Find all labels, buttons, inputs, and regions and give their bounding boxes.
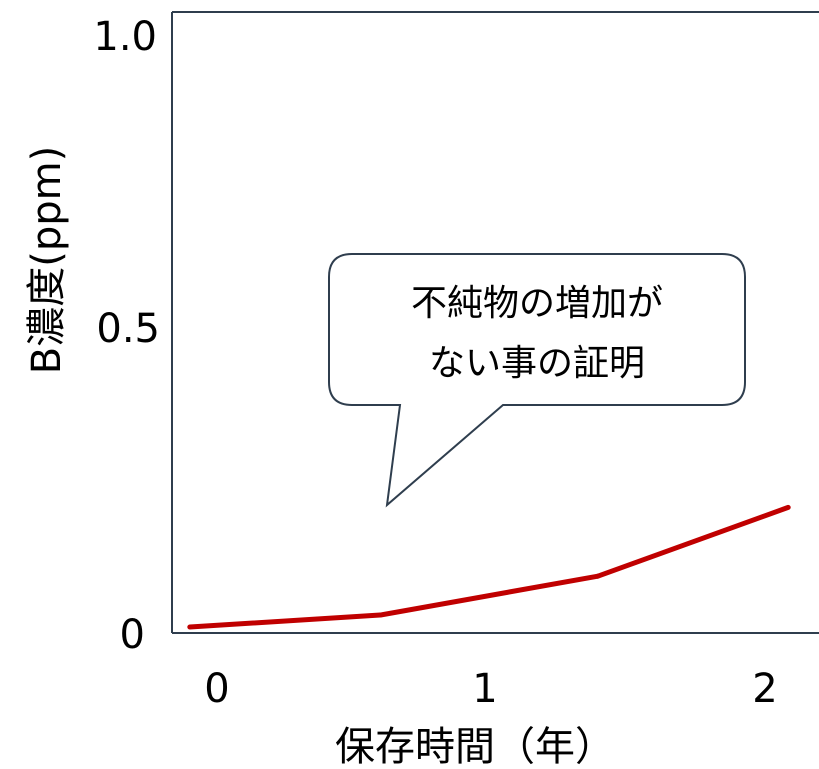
x-tick-labels: 0 1 2 [204, 666, 777, 712]
plot-frame [171, 11, 819, 634]
series-line-segment [595, 504, 791, 579]
series-layer [187, 504, 791, 630]
y-axis-title: B濃度(ppm) [24, 146, 70, 374]
x-tick-label: 2 [752, 666, 777, 712]
callout: 不純物の増加が ない事の証明 [328, 253, 746, 508]
x-tick-label: 1 [472, 666, 497, 712]
y-tick-label: 0.5 [96, 306, 160, 352]
series-line-segment [377, 573, 601, 618]
y-tick-label: 0 [120, 612, 145, 658]
callout-line-2: ない事の証明 [429, 343, 645, 384]
callout-line-1: 不純物の増加が [411, 283, 663, 324]
y-tick-labels: 0 0.5 1.0 [93, 14, 160, 658]
x-tick-label: 0 [204, 666, 229, 712]
series-line-segment [187, 612, 383, 630]
y-tick-label: 1.0 [93, 14, 157, 60]
callout-bubble [328, 253, 746, 508]
x-axis-title: 保存時間（年） [335, 724, 615, 769]
